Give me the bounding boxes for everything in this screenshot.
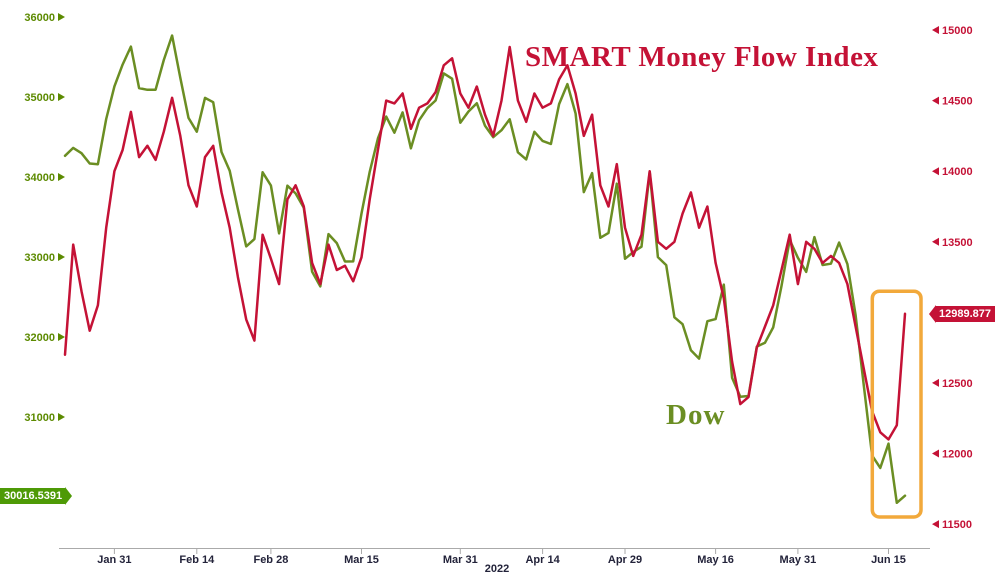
left-axis-tick-arrow-icon — [58, 333, 65, 341]
left-axis-tick-label: 34000 — [24, 172, 55, 184]
left-axis-tick-arrow-icon — [58, 253, 65, 261]
right-axis-tick-arrow-icon — [932, 449, 939, 458]
right-axis-tick-label: 12000 — [942, 449, 973, 461]
left-axis-tick-label: 36000 — [24, 12, 55, 24]
x-axis-label: May 31 — [780, 554, 817, 566]
x-axis-label: Jun 15 — [871, 554, 906, 566]
dow-line-series — [63, 34, 907, 505]
smart-last-value-badge: 12989.877 — [929, 305, 995, 323]
right-axis-tick-label: 15000 — [942, 25, 973, 37]
right-axis-tick-label: 14500 — [942, 96, 973, 108]
left-axis-tick-arrow-icon — [58, 413, 65, 421]
right-axis-tick-arrow-icon — [932, 167, 939, 176]
left-axis-tick-arrow-icon — [58, 93, 65, 101]
dow-last-value: 30016.5391 — [0, 488, 66, 504]
right-axis-tick-label: 11500 — [942, 519, 972, 531]
left-axis-tick-label: 31000 — [24, 412, 55, 424]
x-axis-label: Mar 15 — [344, 554, 379, 566]
right-axis-tick-arrow-icon — [932, 378, 939, 387]
divergence-highlight-box — [870, 289, 923, 519]
left-axis-tick-label: 33000 — [24, 252, 55, 264]
right-axis-tick-arrow-icon — [932, 26, 939, 34]
right-axis-tick-label: 14000 — [942, 166, 973, 178]
smart-mfi-line-series — [63, 45, 907, 441]
right-axis-tick-arrow-icon — [932, 237, 939, 246]
right-axis-tick-label: 13500 — [942, 237, 973, 249]
right-axis-tick-arrow-icon — [932, 96, 939, 105]
left-axis-tick-label: 32000 — [24, 332, 55, 344]
smart-badge-arrow-icon — [929, 305, 936, 323]
left-axis-tick-arrow-icon — [58, 13, 65, 21]
x-axis-label: Jan 31 — [97, 554, 131, 566]
left-axis-tick-arrow-icon — [58, 173, 65, 181]
x-axis-label: Feb 28 — [253, 554, 288, 566]
right-axis-tick-label: 12500 — [942, 378, 973, 390]
x-axis-label: Mar 31 — [443, 554, 478, 566]
chart-title: SMART Money Flow Index — [525, 41, 879, 73]
x-axis-year-label: 2022 — [485, 563, 509, 574]
left-axis-tick-label: 35000 — [24, 92, 55, 104]
dow-last-value-badge: 30016.5391 — [0, 487, 73, 505]
x-axis-label: Apr 14 — [525, 554, 560, 566]
x-axis-label: Feb 14 — [179, 554, 215, 566]
smart-last-value: 12989.877 — [936, 306, 995, 322]
dow-series-label: Dow — [666, 399, 726, 431]
right-axis-tick-arrow-icon — [932, 520, 939, 529]
x-axis-label: Apr 29 — [608, 554, 642, 566]
dow-badge-arrow-icon — [65, 487, 73, 505]
x-axis-label: May 16 — [697, 554, 734, 566]
